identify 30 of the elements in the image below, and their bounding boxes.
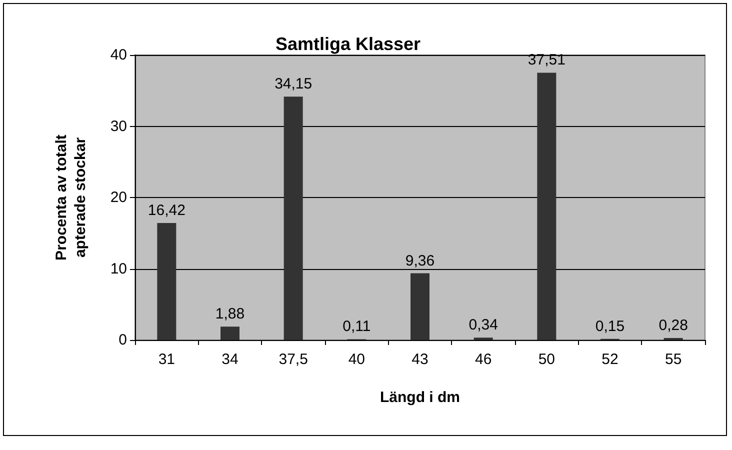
data-label: 0,11 <box>342 318 371 336</box>
chart-title: Samtliga Klasser <box>275 34 421 54</box>
y-tick-label: 40 <box>110 46 127 64</box>
x-axis-title: Längd i dm <box>380 389 460 406</box>
data-label: 0,28 <box>658 317 688 334</box>
data-label: 0,34 <box>468 316 498 334</box>
y-tick-label: 30 <box>110 118 127 135</box>
x-tick-label: 34 <box>222 351 238 368</box>
bar <box>157 223 176 340</box>
x-tick-label: 46 <box>474 351 492 368</box>
y-axis-title: Procenta av totalt apterade stockar <box>53 134 89 260</box>
x-tick-label: 43 <box>412 351 428 368</box>
x-tick-label: 52 <box>602 351 618 368</box>
data-label: 34,15 <box>274 76 312 93</box>
x-tick-label: 37,5 <box>278 351 308 368</box>
y-tick-label: 10 <box>110 260 127 278</box>
y-tick-label: 0 <box>118 332 127 348</box>
x-tick-label: 40 <box>348 351 366 368</box>
bar <box>410 273 430 340</box>
x-tick-label: 50 <box>538 351 556 368</box>
data-label: 16,42 <box>148 202 186 220</box>
bar <box>284 96 303 340</box>
y-tick-label: 20 <box>110 189 127 206</box>
data-label: 1,88 <box>215 306 245 323</box>
bar <box>220 326 240 340</box>
x-tick-label: 55 <box>664 351 682 368</box>
data-label: 9,36 <box>405 252 435 270</box>
x-tick-label: 31 <box>158 351 176 368</box>
bar <box>537 72 556 340</box>
data-label: 0,15 <box>595 318 625 335</box>
